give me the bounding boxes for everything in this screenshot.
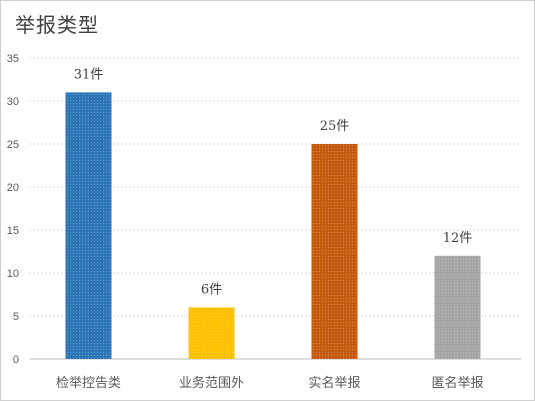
y-tick-label: 5	[13, 311, 19, 323]
bar-texture-1	[188, 307, 235, 359]
bar-texture-2	[311, 144, 358, 359]
bar-texture-3	[434, 255, 481, 359]
category-label: 匿名举报	[431, 375, 483, 391]
bars	[65, 92, 481, 360]
data-label: 12件	[443, 231, 473, 246]
y-tick-label: 0	[13, 354, 19, 366]
category-label: 业务范围外	[179, 375, 244, 391]
y-axis-ticks: 0 5 10 15 20 25 30 35	[7, 53, 19, 366]
category-label: 实名举报	[308, 375, 360, 391]
bar-texture-0	[65, 92, 112, 360]
data-label: 31件	[74, 67, 104, 82]
y-tick-label: 30	[7, 96, 19, 108]
category-label: 检举控告类	[56, 376, 121, 391]
data-label: 25件	[320, 119, 350, 134]
y-tick-label: 25	[7, 139, 19, 151]
data-label: 6件	[201, 282, 222, 297]
data-labels: 31件 6件 25件 12件	[74, 67, 473, 297]
chart-title: 举报类型	[15, 13, 99, 37]
y-tick-label: 15	[7, 225, 19, 237]
y-tick-label: 35	[7, 53, 19, 65]
y-tick-label: 20	[7, 182, 19, 194]
category-labels: 检举控告类 业务范围外 实名举报 匿名举报	[56, 375, 484, 391]
y-tick-label: 10	[7, 268, 19, 280]
